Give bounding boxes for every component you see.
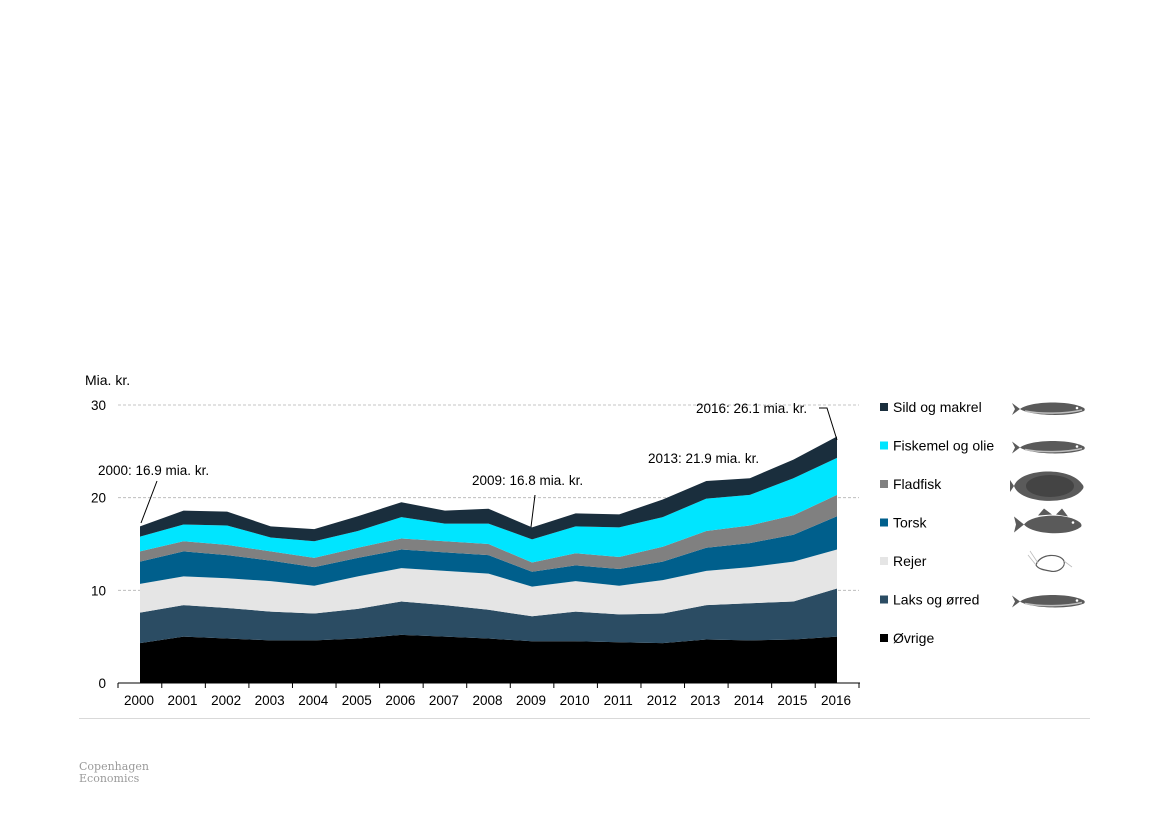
legend-swatch: [880, 557, 888, 565]
legend-item: Rejer: [880, 550, 1073, 572]
herring-icon: [1012, 440, 1085, 454]
annotation-2013: 2013: 21.9 mia. kr.: [648, 451, 759, 466]
x-tick-label: 2000: [124, 693, 154, 708]
annotation-leader-2009: [530, 494, 536, 528]
x-tick-label: 2006: [385, 693, 415, 708]
x-tick-label: 2001: [168, 693, 198, 708]
legend-label: Rejer: [893, 553, 927, 569]
legend-label: Sild og makrel: [893, 399, 982, 415]
stacked-area-chart: 0 10 20 30 2000 2001 2002 2003 2004 2005 2006 2007 2…: [85, 372, 1085, 708]
legend-label: Laks og ørred: [893, 592, 979, 608]
x-tick-label: 2007: [429, 693, 459, 708]
area-rejer: [140, 549, 837, 617]
logo-line-2: Economics: [79, 772, 140, 785]
legend-swatch: [880, 595, 888, 604]
legend-swatch: [880, 480, 888, 488]
annotation-2009: 2009: 16.8 mia. kr.: [472, 473, 583, 488]
cod-icon: [1014, 508, 1082, 534]
legend-swatch: [880, 634, 888, 642]
legend: Sild og makrel Fiskemel og olie Fladfisk To…: [880, 399, 1085, 646]
legend-label: Torsk: [893, 515, 927, 531]
legend-swatch: [880, 403, 888, 411]
y-tick-label: 20: [91, 491, 106, 506]
mackerel-icon: [1012, 402, 1085, 415]
area-fladfisk: [140, 494, 837, 572]
legend-item: Øvrige: [880, 630, 934, 646]
y-tick-label: 10: [91, 583, 106, 598]
legend-item: Laks og ørred: [880, 592, 1085, 608]
flatfish-icon: [1010, 471, 1084, 501]
annotations: 2000: 16.9 mia. kr. 2009: 16.8 mia. kr. 20…: [98, 401, 838, 528]
y-tick-label: 0: [98, 676, 106, 691]
legend-item: Torsk: [880, 508, 1082, 534]
legend-item: Fiskemel og olie: [880, 438, 1085, 454]
area-laks-og-ørred: [140, 588, 837, 644]
legend-label: Øvrige: [893, 630, 934, 646]
x-tick-label: 2009: [516, 693, 546, 708]
area-sild-og-makrel: [140, 436, 837, 542]
x-tick-label: 2011: [604, 693, 633, 708]
logo-line-1: Copenhagen: [79, 760, 149, 773]
legend-swatch: [880, 441, 888, 450]
copenhagen-economics-logo: Copenhagen Economics: [79, 761, 149, 785]
x-tick-label: 2005: [342, 693, 372, 708]
legend-item: Sild og makrel: [880, 399, 1085, 415]
x-tick-label: 2015: [777, 693, 807, 708]
footer-divider: [79, 718, 1090, 719]
y-axis-label: Mia. kr.: [85, 372, 130, 388]
legend-item: Fladfisk: [880, 471, 1084, 501]
axes: 0 10 20 30 2000 2001 2002 2003 2004 2005 2006 2007 2…: [91, 398, 860, 708]
x-tick-label: 2012: [647, 693, 677, 708]
annotation-leader-2000: [140, 480, 158, 524]
legend-label: Fladfisk: [893, 476, 942, 492]
x-tick-label: 2016: [821, 693, 851, 708]
x-tick-label: 2002: [211, 693, 241, 708]
x-tick-label: 2008: [472, 693, 502, 708]
area-torsk: [140, 516, 837, 587]
shrimp-icon: [1027, 550, 1073, 572]
area-øvrige: [140, 634, 837, 683]
legend-swatch: [880, 518, 888, 527]
annotation-2016: 2016: 26.1 mia. kr.: [696, 401, 807, 416]
x-tick-label: 2014: [734, 693, 765, 708]
x-tick-label: 2013: [690, 693, 720, 708]
legend-label: Fiskemel og olie: [893, 438, 994, 454]
y-tick-label: 30: [91, 398, 106, 413]
x-tick-label: 2003: [255, 693, 285, 708]
annotation-leader-2016: [819, 407, 838, 441]
trout-icon: [1012, 594, 1085, 608]
area-series: [140, 436, 837, 683]
x-tick-label: 2004: [298, 693, 329, 708]
annotation-2000: 2000: 16.9 mia. kr.: [98, 463, 209, 478]
area-fiskemel-og-olie: [140, 457, 837, 563]
x-tick-label: 2010: [560, 693, 590, 708]
